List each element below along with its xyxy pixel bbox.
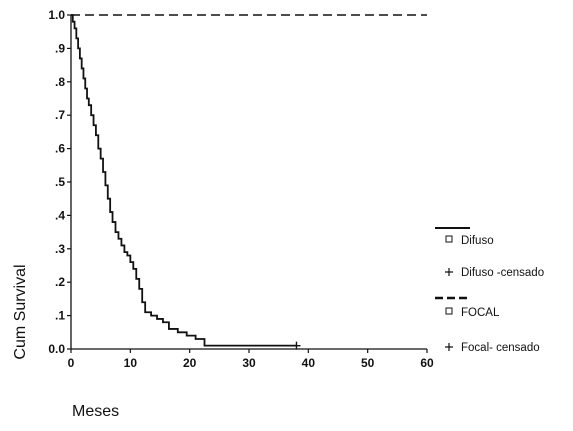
ticks: 0 10 20 30 40 50 60 0.0 .1 .2 .3 .4 .5 .6 .7 .8 .9 1.0 [48,8,434,370]
series-line-difuso [71,14,297,347]
axes [70,15,427,350]
y-tick-label: .3 [55,242,65,256]
x-tick-label: 40 [302,356,316,370]
y-axis-label: Cum Survival [12,264,29,359]
y-tick-label: 1.0 [48,8,65,22]
y-tick-label: .6 [55,142,65,156]
legend-label: Focal- censado [461,342,540,354]
x-tick-label: 20 [183,356,197,370]
legend-label: Difuso [461,235,494,247]
x-axis-label: Meses [72,403,119,420]
legend-label: Difuso -censado [461,267,544,279]
legend-square-icon [445,235,453,243]
y-tick-label: .4 [55,208,65,222]
y-tick-label: .7 [55,108,65,122]
y-tick-label: .9 [55,41,65,55]
y-tick-label: .5 [55,175,65,189]
series-group [71,14,427,350]
y-tick-label: .2 [55,275,65,289]
y-tick-label: 0.0 [48,342,65,356]
x-tick-label: 10 [124,356,138,370]
legend-plus-icon [445,343,453,351]
legend-plus-icon [445,268,453,276]
censored-marker [292,341,301,350]
x-tick-label: 60 [420,356,434,370]
legend-label: FOCAL [461,307,500,319]
legend-square-icon [445,307,453,315]
x-tick-label: 30 [242,356,256,370]
x-tick-label: 50 [361,356,375,370]
y-tick-label: .8 [55,75,65,89]
y-tick-label: .1 [55,309,65,323]
x-tick-label: 0 [68,356,75,370]
legend: Difuso Difuso -censado FOCAL Focal- censado [435,227,544,354]
